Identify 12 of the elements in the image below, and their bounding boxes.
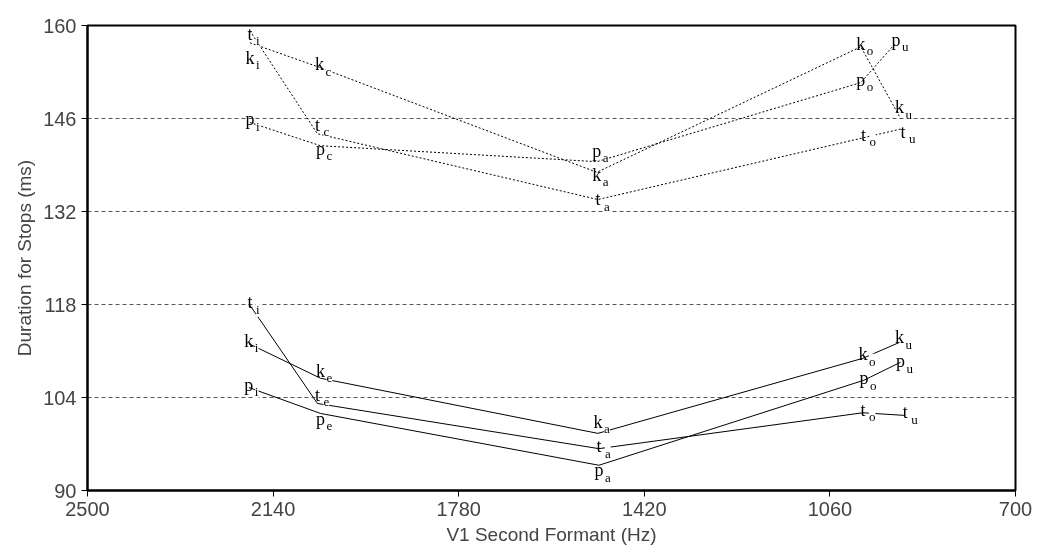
x-axis-title: V1 Second Formant (Hz) [446, 523, 657, 545]
y-tick-label: 118 [44, 293, 77, 316]
y-axis-title: Duration for Stops (ms) [14, 159, 36, 357]
y-tick-label: 104 [43, 386, 77, 409]
y-tick-label: 160 [43, 14, 77, 37]
y-tick-label: 146 [43, 107, 77, 130]
x-tick-label: 1060 [807, 497, 853, 520]
x-tick-label: 1420 [622, 497, 667, 520]
x-tick-label: 700 [998, 497, 1033, 520]
y-tick-label: 132 [43, 200, 77, 223]
x-tick-label: 1780 [436, 497, 481, 520]
x-tick-label: 2140 [250, 497, 296, 520]
